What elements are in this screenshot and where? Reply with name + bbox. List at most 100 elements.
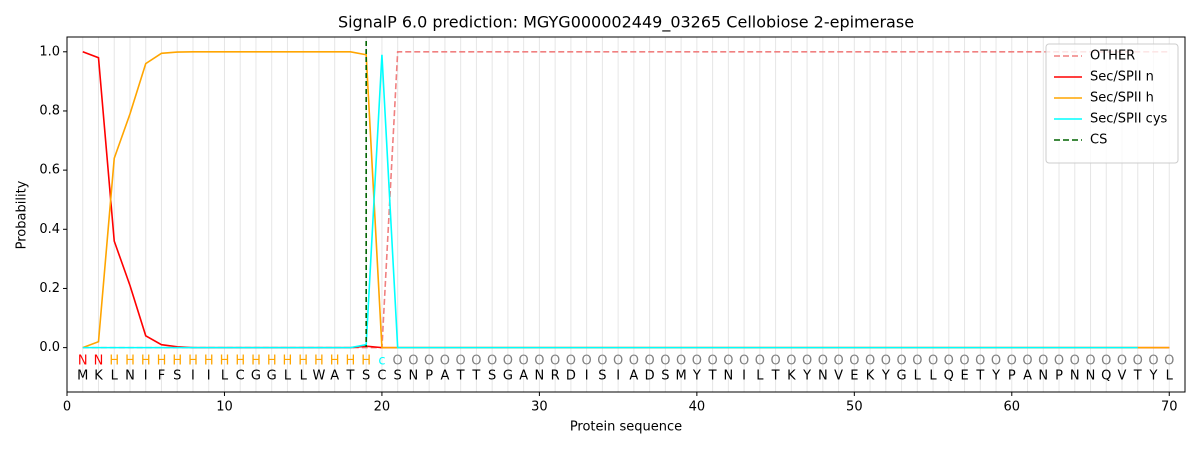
residue: K bbox=[787, 369, 796, 384]
legend-label: CS bbox=[1090, 133, 1107, 148]
plot-frame bbox=[66, 36, 1186, 393]
residue-label: O bbox=[786, 354, 796, 369]
residue: A bbox=[519, 369, 528, 384]
residue: T bbox=[471, 369, 480, 384]
residue-label: O bbox=[629, 354, 639, 369]
y-tick-label: 0.4 bbox=[39, 222, 60, 237]
residue: A bbox=[1023, 369, 1032, 384]
residue: N bbox=[535, 369, 545, 384]
residue: I bbox=[585, 369, 589, 384]
residue-label: H bbox=[220, 354, 230, 369]
residue-label: O bbox=[471, 354, 481, 369]
y-tick-label: 0.0 bbox=[39, 340, 60, 355]
residue: P bbox=[1008, 369, 1016, 384]
chart-title: SignalP 6.0 prediction: MGYG000002449_03… bbox=[338, 13, 914, 33]
residue-label: O bbox=[408, 354, 418, 369]
residue-label: O bbox=[975, 354, 985, 369]
residue-label: O bbox=[770, 354, 780, 369]
residue-label: O bbox=[865, 354, 875, 369]
residue-label: O bbox=[802, 354, 812, 369]
residue: G bbox=[251, 369, 261, 384]
residue-label: O bbox=[692, 354, 702, 369]
residue-label: O bbox=[896, 354, 906, 369]
residue: L bbox=[221, 369, 229, 384]
residue-label: H bbox=[109, 354, 119, 369]
residue-label: H bbox=[141, 354, 151, 369]
residue: L bbox=[1166, 369, 1174, 384]
residue-label: O bbox=[1007, 354, 1017, 369]
series-line bbox=[82, 50, 1170, 349]
legend-box bbox=[1045, 43, 1179, 164]
residue-label: O bbox=[645, 354, 655, 369]
residue-label: N bbox=[78, 354, 88, 369]
residue: N bbox=[818, 369, 828, 384]
residue: N bbox=[1038, 369, 1048, 384]
residue: Y bbox=[881, 369, 890, 384]
residue: S bbox=[362, 369, 370, 384]
residue: L bbox=[284, 369, 292, 384]
residue-label: O bbox=[393, 354, 403, 369]
residue: G bbox=[897, 369, 907, 384]
residue: T bbox=[345, 369, 354, 384]
residue-label: O bbox=[944, 354, 954, 369]
x-tick-label: 10 bbox=[216, 400, 233, 415]
residue: Y bbox=[802, 369, 811, 384]
residue: I bbox=[191, 369, 195, 384]
residue: A bbox=[330, 369, 339, 384]
residue-label: O bbox=[660, 354, 670, 369]
residue: F bbox=[158, 369, 165, 384]
residue: S bbox=[488, 369, 496, 384]
residue-label: O bbox=[550, 354, 560, 369]
residue: L bbox=[111, 369, 119, 384]
residue: N bbox=[1086, 369, 1096, 384]
residue-label: O bbox=[676, 354, 686, 369]
residue-label: O bbox=[818, 354, 828, 369]
residue-label: O bbox=[723, 354, 733, 369]
residue-label: O bbox=[1085, 354, 1095, 369]
residue-label: O bbox=[519, 354, 529, 369]
residue-label: O bbox=[707, 354, 717, 369]
residue-label: O bbox=[755, 354, 765, 369]
residue: S bbox=[394, 369, 402, 384]
y-tick-label: 0.6 bbox=[39, 163, 60, 178]
residue-label: O bbox=[503, 354, 513, 369]
residue: N bbox=[125, 369, 135, 384]
residue-label: O bbox=[739, 354, 749, 369]
residue-label: O bbox=[1148, 354, 1158, 369]
residue: N bbox=[1070, 369, 1080, 384]
residue: W bbox=[313, 369, 326, 384]
residue: G bbox=[503, 369, 513, 384]
residue: Q bbox=[944, 369, 954, 384]
residue: S bbox=[661, 369, 669, 384]
residue-label: O bbox=[613, 354, 623, 369]
residue: G bbox=[267, 369, 277, 384]
residue: A bbox=[629, 369, 638, 384]
residue: P bbox=[1055, 369, 1063, 384]
residue-label: H bbox=[314, 354, 324, 369]
residue: P bbox=[425, 369, 433, 384]
residue-label: H bbox=[283, 354, 293, 369]
residue: N bbox=[409, 369, 419, 384]
residue: N bbox=[723, 369, 733, 384]
residue: E bbox=[960, 369, 968, 384]
residue-label: H bbox=[188, 354, 198, 369]
residue-label: O bbox=[991, 354, 1001, 369]
series-line bbox=[82, 50, 1170, 349]
x-tick-label: 40 bbox=[689, 400, 706, 415]
x-tick-label: 20 bbox=[374, 400, 391, 415]
residue-label: O bbox=[424, 354, 434, 369]
residue-label: O bbox=[487, 354, 497, 369]
x-tick-label: 0 bbox=[63, 400, 71, 415]
y-tick-label: 0.2 bbox=[39, 281, 60, 296]
residue: E bbox=[850, 369, 858, 384]
legend-label: OTHER bbox=[1090, 49, 1135, 64]
y-axis-label: Probability bbox=[15, 180, 30, 249]
residue-label: H bbox=[346, 354, 356, 369]
legend-label: Sec/SPII h bbox=[1090, 91, 1154, 106]
y-tick-label: 1.0 bbox=[39, 44, 60, 59]
x-axis-label: Protein sequence bbox=[570, 420, 682, 435]
residue-label: O bbox=[456, 354, 466, 369]
x-tick-label: 50 bbox=[846, 400, 863, 415]
y-tick-label: 0.8 bbox=[39, 103, 60, 118]
